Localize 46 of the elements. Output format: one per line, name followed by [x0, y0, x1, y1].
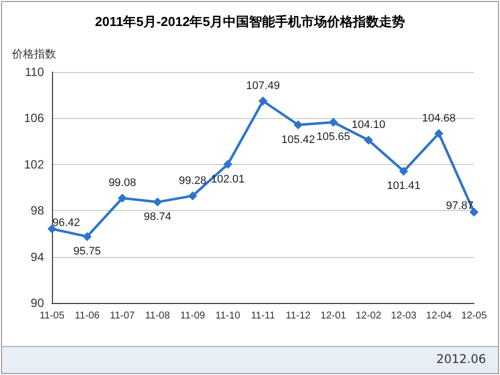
- data-label: 104.68: [422, 112, 456, 124]
- y-tick-label: 102: [24, 157, 44, 172]
- x-tick-label: 11-08: [145, 310, 170, 322]
- x-tick-label: 12-02: [356, 310, 382, 322]
- data-label: 96.42: [52, 216, 80, 229]
- point: [82, 232, 92, 242]
- data-label: 102.01: [211, 173, 245, 186]
- x-tick-label: 11-12: [286, 310, 312, 322]
- x-tick-label: 12-03: [390, 310, 417, 322]
- y-tick-label: 90: [30, 296, 44, 310]
- x-tick-label: 12-05: [461, 310, 488, 322]
- x-tick-label: 12-04: [426, 310, 452, 322]
- text: 2012.06: [436, 352, 486, 366]
- x-tick-label: 11-05: [40, 310, 65, 322]
- y-tick-label: 106: [24, 111, 44, 126]
- y-tick-label: 98: [30, 204, 44, 218]
- data-label: 105.65: [316, 131, 350, 144]
- x-tick-label: 11-10: [215, 310, 241, 322]
- y-tick-label: 94: [30, 250, 44, 264]
- point: [153, 198, 162, 207]
- data-label: 98.74: [144, 211, 172, 224]
- point: [294, 120, 303, 130]
- x-tick-label: 11-06: [74, 310, 100, 322]
- data-label: 104.10: [352, 119, 386, 132]
- y-tick-label: 110: [24, 65, 44, 79]
- data-label: 105.42: [281, 134, 315, 146]
- point: [258, 96, 268, 106]
- point: [118, 194, 127, 203]
- point: [223, 160, 232, 169]
- x-tick-label: 11-07: [110, 310, 136, 322]
- x-tick-label: 11-11: [250, 310, 276, 322]
- x-tick-label: 12-01: [320, 310, 347, 322]
- point: [399, 166, 408, 176]
- x-tick-label: 11-09: [180, 310, 206, 322]
- point: [188, 191, 198, 200]
- data-label: 99.28: [178, 174, 206, 187]
- point: [364, 136, 373, 145]
- chart-title: 2011年5月-2012年5月中国智能手机市场价格指数走势: [95, 14, 405, 29]
- data-label: 95.75: [73, 246, 101, 258]
- data-label: 107.49: [246, 80, 280, 92]
- point: [470, 208, 478, 217]
- point: [328, 118, 338, 127]
- point: [434, 128, 444, 138]
- data-label: 101.41: [386, 180, 420, 192]
- y-axis-title: 价格指数: [11, 48, 56, 60]
- data-label: 99.08: [108, 177, 136, 190]
